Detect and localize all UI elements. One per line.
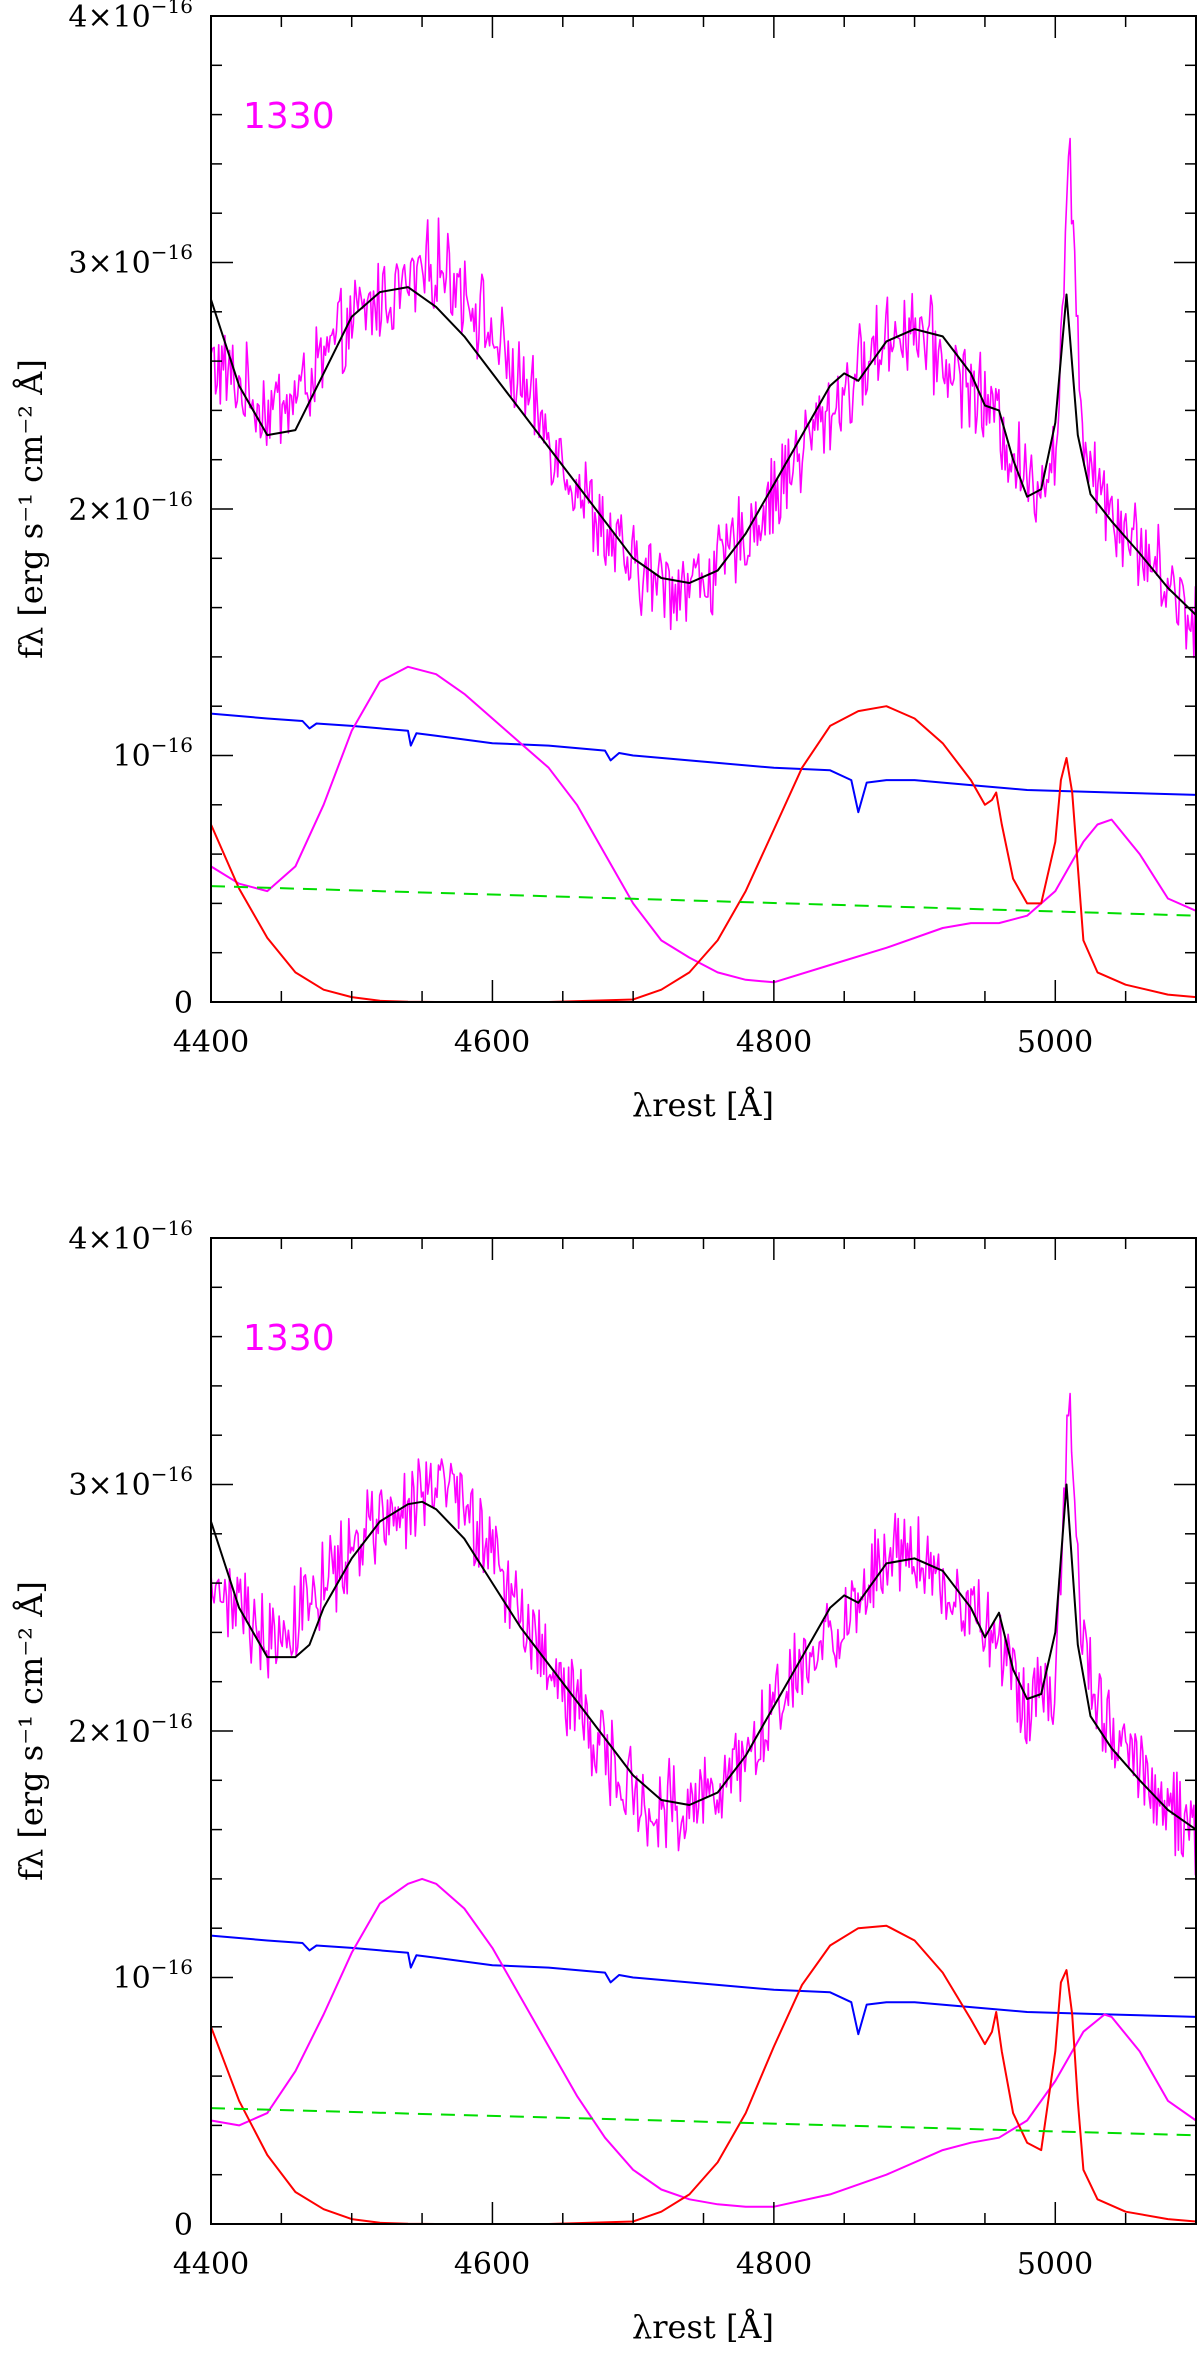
series-line-observed-spectrum bbox=[211, 137, 1196, 659]
x-tick-label: 5000 bbox=[1017, 1025, 1093, 1060]
series-line-host-baseline bbox=[211, 885, 1196, 917]
series-line-power-law-continuum bbox=[211, 712, 1196, 814]
y-tick-label: 10−16 bbox=[113, 733, 193, 774]
y-axis-label: fλ [erg s⁻¹ cm⁻² Å] bbox=[12, 1581, 50, 1881]
plot-frame bbox=[210, 15, 1197, 1003]
y-tick-label: 10−16 bbox=[113, 1955, 193, 1996]
y-tick-label: 3×10−16 bbox=[68, 240, 193, 281]
x-tick-label: 4600 bbox=[454, 2247, 530, 2282]
object-id-label: 1330 bbox=[243, 1318, 335, 1359]
spectrum-panel-bottom: 4400 4600 4800 5000 0 10−16 2×10−16 3×10… bbox=[12, 1216, 1197, 2346]
x-tick-label: 4600 bbox=[454, 1025, 530, 1060]
object-id-label: 1330 bbox=[243, 96, 335, 137]
series-line-h-oiii-emission bbox=[211, 705, 1196, 1002]
ticks-layer bbox=[210, 15, 1197, 1003]
series-layer bbox=[211, 137, 1196, 1002]
y-tick-label: 4×10−16 bbox=[68, 0, 193, 35]
x-tick-label: 4400 bbox=[173, 2247, 249, 2282]
ticks-layer bbox=[210, 1237, 1197, 2225]
series-line-host-baseline bbox=[211, 2107, 1196, 2137]
series-line-total-model bbox=[211, 286, 1196, 616]
y-tick-label: 2×10−16 bbox=[68, 487, 193, 528]
x-tick-label: 4400 bbox=[173, 1025, 249, 1060]
series-line-h-oiii-emission bbox=[211, 1924, 1196, 2224]
x-tick-label: 5000 bbox=[1017, 2247, 1093, 2282]
series-line-observed-spectrum bbox=[211, 1392, 1196, 1876]
y-axis-label: fλ [erg s⁻¹ cm⁻² Å] bbox=[12, 359, 50, 659]
y-tick-label: 0 bbox=[174, 986, 193, 1021]
x-axis-label: λrest [Å] bbox=[632, 2308, 774, 2346]
x-axis-label: λrest [Å] bbox=[632, 1086, 774, 1124]
x-tick-label: 4800 bbox=[736, 2247, 812, 2282]
y-tick-label: 2×10−16 bbox=[68, 1709, 193, 1750]
y-tick-label: 3×10−16 bbox=[68, 1462, 193, 1503]
spectrum-panel-top: 4400 4600 4800 5000 0 10−16 2×10−16 3×10… bbox=[12, 0, 1197, 1124]
series-line-total-model bbox=[211, 1483, 1196, 1831]
series-line-power-law-continuum bbox=[211, 1934, 1196, 2036]
y-tick-label: 4×10−16 bbox=[68, 1216, 193, 1257]
y-tick-label: 0 bbox=[174, 2208, 193, 2243]
series-layer bbox=[211, 1392, 1196, 2224]
plot-frame bbox=[210, 1237, 1197, 2225]
x-tick-label: 4800 bbox=[736, 1025, 812, 1060]
series-line-feii-template bbox=[211, 665, 1196, 984]
series-line-feii-template bbox=[211, 1877, 1196, 2208]
